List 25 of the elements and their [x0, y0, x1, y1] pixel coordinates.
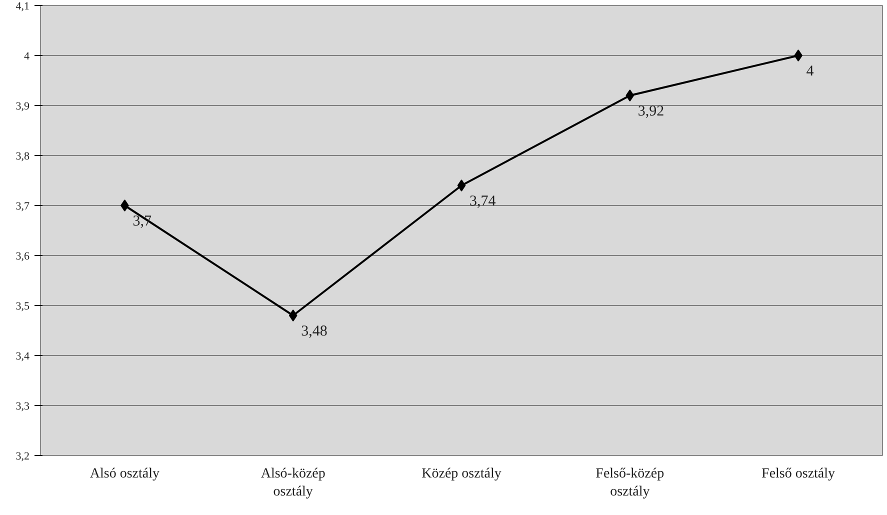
data-label: 3,48 — [301, 324, 328, 340]
point — [457, 180, 466, 192]
x-tick-label: Alsó-közép osztály — [260, 466, 326, 500]
y-tick-label: 3,7 — [16, 200, 30, 212]
data-label: 3,74 — [470, 194, 496, 210]
y-tick-label: 3,6 — [16, 250, 30, 262]
x-tick-label: Alsó osztály — [90, 466, 160, 482]
y-tick-label: 3,2 — [16, 450, 30, 462]
y-tick-label: 4 — [24, 50, 30, 62]
y-tick-label: 3,3 — [16, 400, 30, 412]
x-tick-label: Felső-közép osztály — [596, 466, 664, 500]
y-tick-label: 3,4 — [16, 350, 30, 362]
y-tick-label: 4,1 — [16, 0, 30, 12]
x-tick-label: Közép osztály — [422, 466, 502, 482]
data-label: 3,7 — [132, 214, 152, 230]
x-tick-label: Felső osztály — [762, 466, 836, 482]
point — [120, 200, 129, 212]
y-tick-label: 3,5 — [16, 300, 30, 312]
point — [626, 90, 634, 102]
data-label: 3,92 — [638, 104, 664, 120]
y-tick-label: 3,9 — [16, 100, 30, 112]
data-label: 4 — [806, 64, 814, 80]
point — [794, 50, 802, 62]
point — [288, 310, 298, 322]
y-tick-label: 3,8 — [16, 150, 30, 162]
